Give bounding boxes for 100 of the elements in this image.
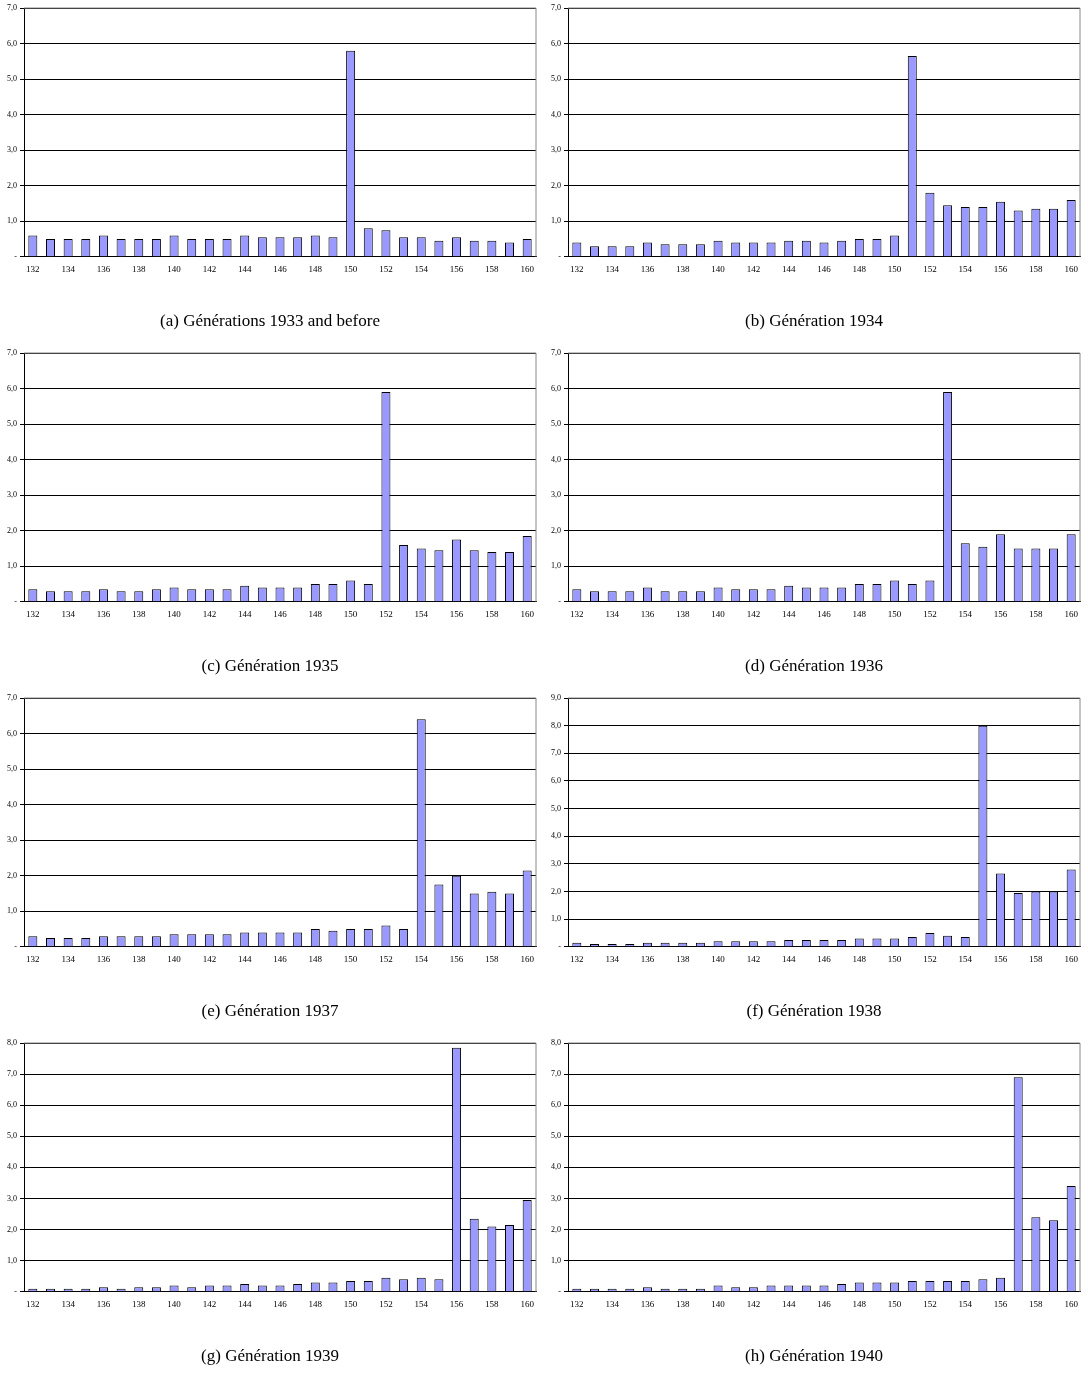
x-tick-label: 156 (449, 953, 464, 964)
x-tick-label: 138 (676, 1298, 691, 1309)
x-tick-label: 158 (485, 953, 500, 964)
x-tick-label: 134 (605, 263, 620, 274)
text: (g) Génération 1939 (201, 1346, 339, 1366)
y-tick-label: 2,0 (7, 1224, 17, 1234)
x-tick-label: 142 (746, 608, 761, 619)
x-tick-label: 156 (993, 608, 1008, 619)
x-tick-label: 140 (711, 263, 726, 274)
x-tick-label: 160 (1064, 1298, 1079, 1309)
x-tick-label: 158 (1029, 1298, 1044, 1309)
x-tick-label: 148 (308, 1298, 323, 1309)
y-tick-label: 5,0 (551, 803, 561, 813)
x-tick-label: 150 (343, 1298, 358, 1309)
y-tick-label: 8,0 (551, 720, 561, 730)
y-tick-label: 4,0 (551, 109, 561, 119)
y-tick-label: 6,0 (551, 38, 561, 48)
x-tick-label: 152 (923, 608, 937, 619)
x-tick-label: 132 (26, 1298, 40, 1309)
text: (a) Générations 1933 and before (160, 311, 380, 331)
x-tick-label: 146 (817, 953, 832, 964)
y-tick-label: 7,0 (551, 1069, 561, 1079)
text: (h) Génération 1940 (745, 1346, 883, 1366)
x-tick-label: 136 (640, 953, 655, 964)
y-tick-label: 3,0 (7, 835, 17, 845)
x-tick-label: 150 (887, 263, 902, 274)
x-tick-label: 146 (817, 608, 832, 619)
x-tick-label: 150 (887, 1298, 902, 1309)
x-tick-label: 154 (414, 1298, 429, 1309)
x-tick-label: 152 (923, 263, 937, 274)
x-tick-label: 134 (605, 608, 620, 619)
x-tick-label: 134 (61, 1298, 76, 1309)
x-tick-label: 160 (520, 953, 535, 964)
x-tick-label: 152 (379, 1298, 393, 1309)
y-tick-label: 7,0 (7, 1069, 17, 1079)
x-tick-label: 150 (887, 608, 902, 619)
y-tick-label: 7,0 (551, 3, 561, 13)
x-tick-label: 136 (96, 608, 111, 619)
x-tick-label: 142 (202, 263, 217, 274)
x-tick-label: 132 (26, 608, 40, 619)
x-tick-label: 148 (308, 608, 323, 619)
y-tick-label: 7,0 (7, 3, 17, 13)
y-tick-label: 2,0 (551, 525, 561, 535)
y-tick-label: 2,0 (7, 180, 17, 190)
x-tick-label: 142 (202, 608, 217, 619)
x-tick-label: 160 (1064, 263, 1079, 274)
x-tick-label: 134 (605, 953, 620, 964)
x-tick-label: 154 (958, 263, 973, 274)
x-tick-label: 146 (817, 1298, 832, 1309)
y-tick-label: 7,0 (551, 748, 561, 758)
y-tick-label: - (14, 1286, 18, 1296)
x-tick-label: 146 (273, 1298, 288, 1309)
y-tick-label: - (558, 941, 562, 951)
x-tick-label: 136 (640, 263, 655, 274)
x-tick-label: 152 (923, 1298, 937, 1309)
y-tick-label: 7,0 (7, 693, 17, 703)
x-tick-label: 132 (570, 263, 584, 274)
x-tick-label: 134 (605, 1298, 620, 1309)
x-tick-label: 142 (746, 953, 761, 964)
x-tick-label: 154 (958, 953, 973, 964)
x-tick-label: 152 (379, 608, 393, 619)
text: (e) Génération 1937 (201, 1001, 339, 1021)
y-tick-label: 4,0 (551, 1162, 561, 1172)
x-tick-label: 152 (379, 953, 393, 964)
x-tick-label: 158 (1029, 608, 1044, 619)
x-tick-label: 140 (167, 608, 182, 619)
x-tick-label: 154 (414, 263, 429, 274)
x-tick-label: 138 (132, 1298, 147, 1309)
x-tick-label: 140 (167, 1298, 182, 1309)
y-tick-label: 8,0 (551, 1038, 561, 1048)
x-tick-label: 150 (343, 953, 358, 964)
x-tick-label: 148 (308, 263, 323, 274)
x-tick-label: 132 (570, 953, 584, 964)
y-tick-label: 1,0 (7, 561, 17, 571)
x-tick-label: 156 (449, 608, 464, 619)
x-tick-label: 138 (676, 608, 691, 619)
y-tick-label: 3,0 (551, 145, 561, 155)
x-tick-label: 156 (449, 1298, 464, 1309)
y-tick-label: 4,0 (7, 1162, 17, 1172)
y-tick-label: - (14, 251, 18, 261)
x-tick-label: 152 (379, 263, 393, 274)
y-tick-label: 5,0 (551, 1131, 561, 1141)
y-tick-label: 1,0 (7, 216, 17, 226)
y-tick-label: 5,0 (7, 419, 17, 429)
x-tick-label: 134 (61, 263, 76, 274)
y-tick-label: 2,0 (7, 870, 17, 880)
y-tick-label: - (558, 596, 562, 606)
y-tick-label: 6,0 (551, 383, 561, 393)
x-tick-label: 148 (852, 263, 867, 274)
x-tick-label: 158 (1029, 263, 1044, 274)
x-tick-label: 136 (96, 263, 111, 274)
y-tick-label: 6,0 (551, 776, 561, 786)
x-tick-label: 148 (852, 1298, 867, 1309)
y-tick-label: 3,0 (551, 490, 561, 500)
y-tick-label: 3,0 (551, 1193, 561, 1203)
y-tick-label: 5,0 (551, 74, 561, 84)
y-tick-label: 1,0 (551, 1255, 561, 1265)
x-tick-label: 144 (781, 263, 796, 274)
text: (b) Génération 1934 (745, 311, 884, 331)
y-tick-label: 5,0 (7, 1131, 17, 1141)
